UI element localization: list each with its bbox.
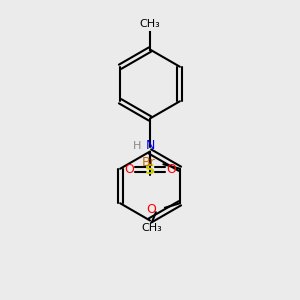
Text: N: N [145,139,155,152]
Text: O: O [146,203,156,216]
Text: S: S [145,163,155,176]
Text: Br: Br [142,156,156,169]
Text: O: O [166,163,176,176]
Text: CH₃: CH₃ [141,223,162,233]
Text: CH₃: CH₃ [140,19,160,29]
Text: H: H [133,140,141,151]
Text: O: O [124,163,134,176]
